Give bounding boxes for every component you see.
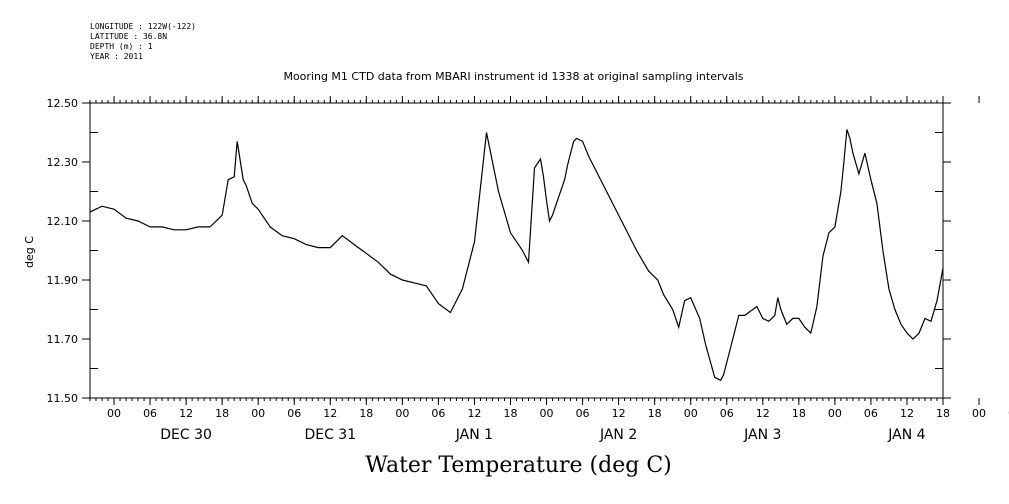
x-tick-label: 18 — [648, 407, 662, 420]
x-day-label: JAN 1 — [455, 427, 493, 443]
latitude-label: LATITUDE : 36.8N — [90, 32, 168, 41]
x-tick-label: 12 — [900, 407, 914, 420]
x-tick-label: 06 — [287, 407, 301, 420]
x-tick-label: 18 — [503, 407, 517, 420]
y-tick-label: 12.10 — [47, 215, 79, 228]
depth-label: DEPTH (m) : 1 — [90, 42, 153, 51]
y-tick-label: 11.70 — [47, 333, 79, 346]
x-tick-label: 18 — [936, 407, 950, 420]
x-tick-label: 18 — [215, 407, 229, 420]
y-axis-label: deg C — [23, 236, 36, 268]
x-tick-label: 00 — [395, 407, 409, 420]
x-tick-label: 06 — [864, 407, 878, 420]
y-tick-label: 11.90 — [47, 274, 79, 287]
x-tick-label: 00 — [251, 407, 265, 420]
x-axis-label: Water Temperature (deg C) — [365, 453, 672, 478]
x-tick-label: 18 — [792, 407, 806, 420]
x-tick-label: 12 — [612, 407, 626, 420]
y-tick-label: 12.50 — [47, 97, 79, 110]
x-tick-label: 06 — [431, 407, 445, 420]
x-tick-label: 00 — [684, 407, 698, 420]
metadata-block: LONGITUDE : 122W(-122) LATITUDE : 36.8N … — [90, 22, 196, 62]
temperature-series-line — [89, 129, 944, 382]
x-day-label: JAN 2 — [599, 427, 637, 443]
x-day-label: JAN 4 — [887, 427, 925, 443]
x-tick-label: 00 — [540, 407, 554, 420]
y-tick-label: 12.30 — [47, 156, 79, 169]
x-day-label: JAN 3 — [743, 427, 781, 443]
x-tick-label: 12 — [179, 407, 193, 420]
plot-frame — [89, 102, 944, 399]
x-tick-label: 12 — [323, 407, 337, 420]
x-tick-label: 12 — [467, 407, 481, 420]
x-tick-label: 00 — [972, 407, 986, 420]
x-tick-label: 18 — [359, 407, 373, 420]
chart-title: Mooring M1 CTD data from MBARI instrumen… — [283, 70, 744, 83]
x-tick-label: 00 — [107, 407, 121, 420]
x-tick-label: 06 — [720, 407, 734, 420]
year-label: YEAR : 2011 — [90, 52, 143, 61]
x-day-label: DEC 30 — [160, 427, 212, 443]
x-day-label: DEC 31 — [304, 427, 356, 443]
x-tick-label: 06 — [576, 407, 590, 420]
x-tick-label: 06 — [143, 407, 157, 420]
y-tick-label: 11.50 — [47, 392, 79, 405]
x-tick-label: 00 — [828, 407, 842, 420]
longitude-label: LONGITUDE : 122W(-122) — [90, 22, 196, 31]
x-tick-label: 12 — [756, 407, 770, 420]
